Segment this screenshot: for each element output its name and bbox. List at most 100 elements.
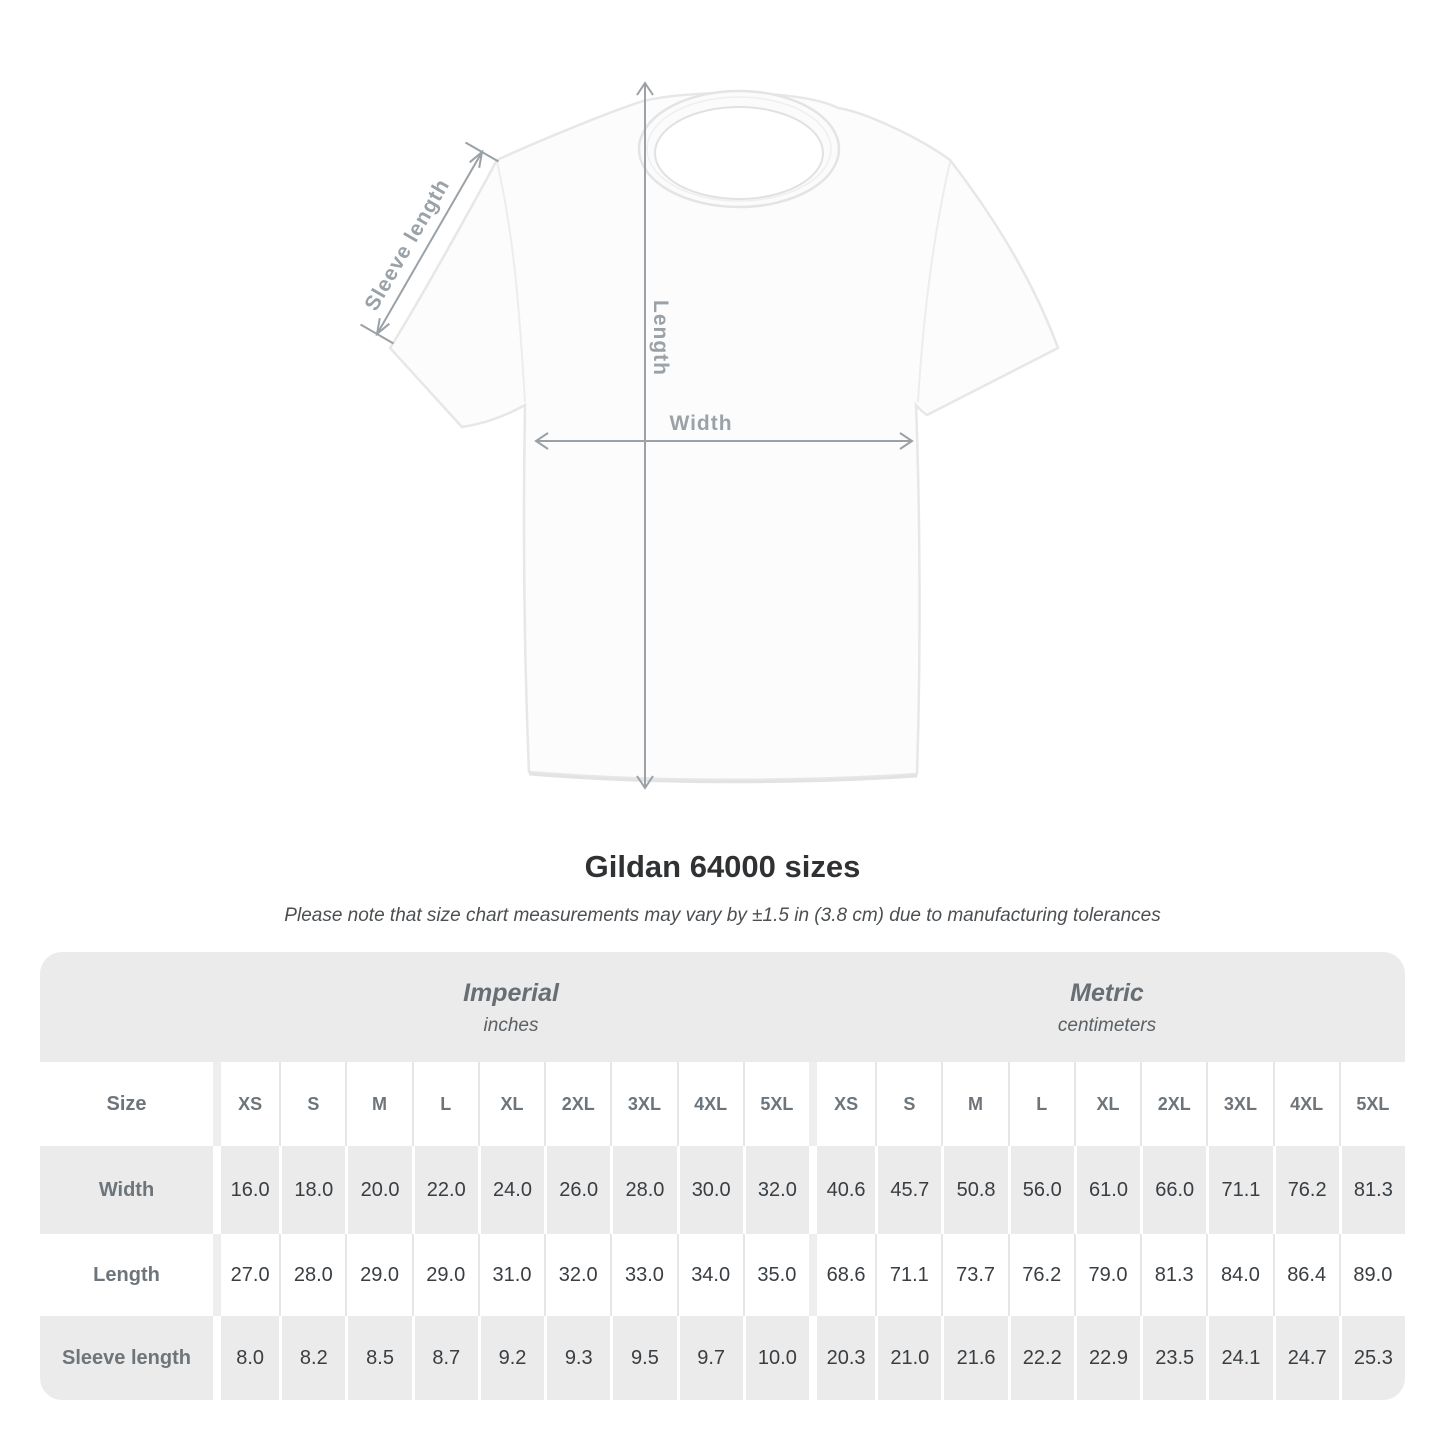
imperial-header: Imperial inches bbox=[213, 952, 809, 1062]
size-col-header: S bbox=[875, 1062, 942, 1146]
size-col-header: XL bbox=[1073, 1062, 1141, 1146]
value-cell: 71.1 bbox=[875, 1234, 942, 1316]
collar-stitch bbox=[646, 96, 832, 202]
size-col-header: 3XL bbox=[610, 1062, 677, 1146]
value-cell: 25.3 bbox=[1338, 1316, 1405, 1400]
size-col-header: 4XL bbox=[676, 1062, 743, 1146]
size-col-header: 3XL bbox=[1206, 1062, 1273, 1146]
size-col-header: 4XL bbox=[1272, 1062, 1339, 1146]
value-cell: 71.1 bbox=[1206, 1146, 1273, 1234]
tshirt-measurement-diagram: Sleeve length Length Width bbox=[320, 50, 1110, 800]
value-cell: 31.0 bbox=[477, 1234, 545, 1316]
size-col-header: 5XL bbox=[742, 1062, 809, 1146]
metric-subtitle: centimeters bbox=[1057, 1015, 1157, 1036]
size-col-header: M bbox=[345, 1062, 412, 1146]
size-corner-label: Size bbox=[40, 1062, 213, 1146]
value-cell: 84.0 bbox=[1206, 1234, 1273, 1316]
value-cell: 32.0 bbox=[544, 1234, 611, 1316]
value-cell: 79.0 bbox=[1073, 1234, 1141, 1316]
value-cell: 9.5 bbox=[610, 1316, 677, 1400]
size-col-header: XL bbox=[477, 1062, 545, 1146]
value-cell: 56.0 bbox=[1007, 1146, 1074, 1234]
row-label: Width bbox=[40, 1146, 213, 1234]
width-label: Width bbox=[669, 412, 732, 435]
value-cell: 86.4 bbox=[1272, 1234, 1339, 1316]
value-cell: 22.2 bbox=[1007, 1316, 1074, 1400]
width-arrow bbox=[534, 432, 914, 450]
value-cell: 9.7 bbox=[676, 1316, 743, 1400]
size-col-header: L bbox=[1007, 1062, 1074, 1146]
metric-title: Metric bbox=[1070, 979, 1144, 1007]
row-label: Sleeve length bbox=[40, 1316, 213, 1400]
value-cell: 23.5 bbox=[1140, 1316, 1207, 1400]
value-cell: 29.0 bbox=[345, 1234, 412, 1316]
value-cell: 24.7 bbox=[1272, 1316, 1339, 1400]
value-cell: 8.5 bbox=[345, 1316, 412, 1400]
length-label: Length bbox=[649, 300, 672, 376]
page-title: Gildan 64000 sizes bbox=[584, 849, 861, 884]
size-col-header: M bbox=[941, 1062, 1008, 1146]
value-cell: 24.0 bbox=[477, 1146, 545, 1234]
value-cell: 45.7 bbox=[875, 1146, 942, 1234]
value-cell: 8.0 bbox=[213, 1316, 280, 1400]
value-cell: 40.6 bbox=[808, 1146, 876, 1234]
size-col-header: L bbox=[411, 1062, 478, 1146]
value-cell: 20.3 bbox=[808, 1316, 876, 1400]
value-cell: 66.0 bbox=[1140, 1146, 1207, 1234]
value-cell: 33.0 bbox=[610, 1234, 677, 1316]
right-armhole-seam bbox=[917, 161, 951, 403]
value-cell: 29.0 bbox=[411, 1234, 478, 1316]
collar-opening bbox=[654, 106, 824, 200]
size-col-header: S bbox=[279, 1062, 346, 1146]
value-cell: 20.0 bbox=[345, 1146, 412, 1234]
length-row: Length 27.0 28.0 29.0 29.0 31.0 32.0 33.… bbox=[40, 1234, 1405, 1316]
size-col-header: 5XL bbox=[1338, 1062, 1405, 1146]
value-cell: 76.2 bbox=[1007, 1234, 1074, 1316]
metric-header: Metric centimeters bbox=[809, 952, 1405, 1062]
value-cell: 81.3 bbox=[1338, 1146, 1405, 1234]
value-cell: 16.0 bbox=[213, 1146, 280, 1234]
size-header-row: Size XS S M L XL 2XL 3XL 4XL 5XL XS S M … bbox=[40, 1062, 1405, 1146]
value-cell: 76.2 bbox=[1272, 1146, 1339, 1234]
sleeve-length-arrow bbox=[360, 141, 499, 345]
value-cell: 73.7 bbox=[941, 1234, 1008, 1316]
value-cell: 9.3 bbox=[544, 1316, 611, 1400]
value-cell: 28.0 bbox=[279, 1234, 346, 1316]
tshirt-image: Sleeve length Length Width bbox=[360, 81, 1060, 790]
value-cell: 89.0 bbox=[1338, 1234, 1405, 1316]
sleeve-length-row: Sleeve length 8.0 8.2 8.5 8.7 9.2 9.3 9.… bbox=[40, 1316, 1405, 1400]
value-cell: 22.9 bbox=[1073, 1316, 1141, 1400]
value-cell: 18.0 bbox=[279, 1146, 346, 1234]
value-cell: 24.1 bbox=[1206, 1316, 1273, 1400]
value-cell: 21.0 bbox=[875, 1316, 942, 1400]
value-cell: 35.0 bbox=[742, 1234, 809, 1316]
imperial-subtitle: inches bbox=[483, 1015, 539, 1036]
value-cell: 28.0 bbox=[610, 1146, 677, 1234]
value-cell: 81.3 bbox=[1140, 1234, 1207, 1316]
value-cell: 50.8 bbox=[941, 1146, 1008, 1234]
row-label: Length bbox=[40, 1234, 213, 1316]
size-table: Imperial inches Metric centimeters Size … bbox=[40, 952, 1405, 1400]
value-cell: 30.0 bbox=[676, 1146, 743, 1234]
tshirt-body bbox=[388, 91, 1060, 782]
value-cell: 61.0 bbox=[1073, 1146, 1141, 1234]
value-cell: 21.6 bbox=[941, 1316, 1008, 1400]
length-arrow bbox=[636, 81, 654, 790]
value-cell: 32.0 bbox=[742, 1146, 809, 1234]
hem-shadow bbox=[528, 772, 918, 784]
value-cell: 26.0 bbox=[544, 1146, 611, 1234]
value-cell: 27.0 bbox=[213, 1234, 280, 1316]
size-col-header: 2XL bbox=[544, 1062, 611, 1146]
left-armhole-seam bbox=[496, 161, 526, 403]
imperial-title: Imperial bbox=[463, 979, 559, 1007]
size-col-header: XS bbox=[808, 1062, 876, 1146]
tolerance-note: Please note that size chart measurements… bbox=[284, 905, 1161, 926]
value-cell: 10.0 bbox=[742, 1316, 809, 1400]
value-cell: 8.7 bbox=[411, 1316, 478, 1400]
value-cell: 22.0 bbox=[411, 1146, 478, 1234]
width-row: Width 16.0 18.0 20.0 22.0 24.0 26.0 28.0… bbox=[40, 1146, 1405, 1234]
value-cell: 8.2 bbox=[279, 1316, 346, 1400]
value-cell: 9.2 bbox=[477, 1316, 545, 1400]
size-col-header: 2XL bbox=[1140, 1062, 1207, 1146]
